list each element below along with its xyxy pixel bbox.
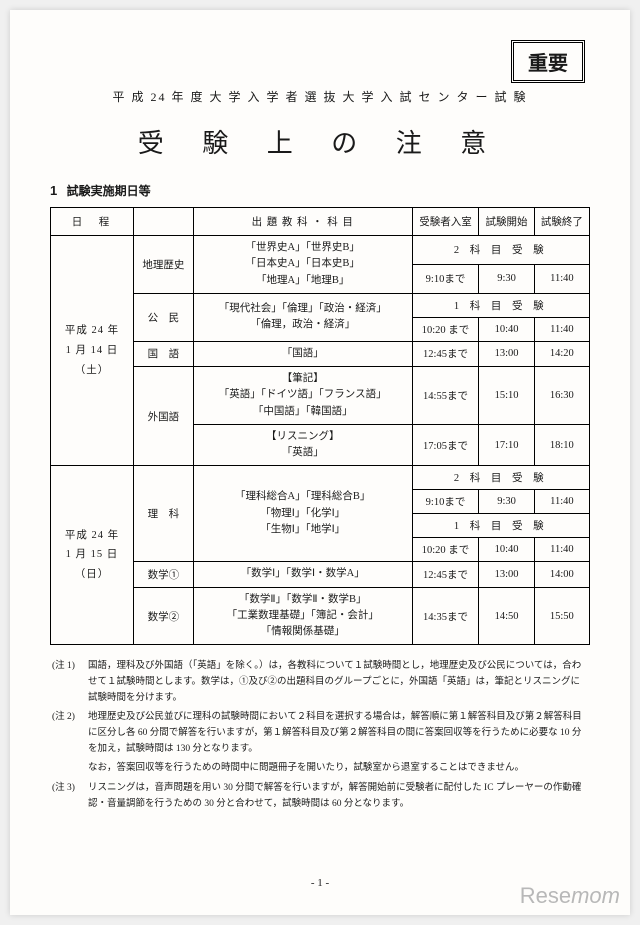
watermark-part-b: mom	[571, 883, 620, 908]
table-row: 平成 24 年1 月 15 日（日） 理 科 「理科総合A」「理科総合B」「物理…	[51, 466, 590, 490]
category-cell: 国 語	[133, 341, 193, 366]
col-start: 試験開始	[479, 208, 534, 236]
start-cell: 15:10	[479, 367, 534, 425]
table-header-row: 日 程 出 題 教 科 ・ 科 目 受験者入室 試験開始 試験終了	[51, 208, 590, 236]
note-label: (注 2)	[52, 710, 88, 757]
span-header: 2 科 目 受 験	[412, 236, 589, 265]
col-subject: 出 題 教 科 ・ 科 目	[193, 208, 412, 236]
enter-cell: 9:10まで	[412, 490, 479, 514]
category-cell: 地理歴史	[133, 236, 193, 294]
subject-cell: 「世界史A」「世界史B」「日本史A」「日本史B」「地理A」「地理B」	[193, 236, 412, 294]
date-cell-day2: 平成 24 年1 月 15 日（日）	[51, 466, 134, 645]
start-cell: 10:40	[479, 538, 534, 562]
category-cell: 理 科	[133, 466, 193, 562]
note-text: 国語，理科及び外国語（「英語」を除く。）は，各教科について１試験時間とし，地理歴…	[88, 659, 588, 706]
section-1-heading: 1 試験実施期日等	[50, 182, 590, 199]
col-enter: 受験者入室	[412, 208, 479, 236]
section-label: 試験実施期日等	[67, 184, 151, 198]
subject-cell: 「理科総合A」「理科総合B」「物理Ⅰ」「化学Ⅰ」「生物Ⅰ」「地学Ⅰ」	[193, 466, 412, 562]
note-item: (注 3) リスニングは，音声問題を用い 30 分間で解答を行いますが，解答開始…	[52, 781, 588, 812]
enter-cell: 14:35まで	[412, 587, 479, 645]
end-cell: 16:30	[534, 367, 589, 425]
subject-cell: 「国語」	[193, 341, 412, 366]
end-cell: 14:00	[534, 562, 589, 587]
col-end: 試験終了	[534, 208, 589, 236]
date-cell-day1: 平成 24 年1 月 14 日（土）	[51, 236, 134, 466]
subject-cell: 「数学Ⅰ」「数学Ⅰ・数学A」	[193, 562, 412, 587]
enter-cell: 10:20 まで	[412, 538, 479, 562]
end-cell: 11:40	[534, 317, 589, 341]
note-text: リスニングは，音声問題を用い 30 分間で解答を行いますが，解答開始前に受験者に…	[88, 781, 588, 812]
col-date: 日 程	[51, 208, 134, 236]
span-header: 1 科 目 受 験	[412, 514, 589, 538]
enter-cell: 17:05まで	[412, 424, 479, 466]
start-cell: 9:30	[479, 490, 534, 514]
end-cell: 14:20	[534, 341, 589, 366]
schedule-table: 日 程 出 題 教 科 ・ 科 目 受験者入室 試験開始 試験終了 平成 24 …	[50, 207, 590, 645]
section-number: 1	[50, 183, 57, 198]
important-stamp: 重要	[511, 40, 585, 83]
watermark-logo: Resemom	[520, 883, 620, 909]
note-continuation: なお，答案回収等を行うための時間中に問題冊子を開いたり，試験室から退室することは…	[88, 761, 588, 777]
span-header: 2 科 目 受 験	[412, 466, 589, 490]
note-item: (注 1) 国語，理科及び外国語（「英語」を除く。）は，各教科について１試験時間…	[52, 659, 588, 706]
institution-header: 平 成 24 年 度 大 学 入 学 者 選 抜 大 学 入 試 セ ン タ ー…	[50, 88, 590, 105]
start-cell: 13:00	[479, 341, 534, 366]
subject-cell: 「数学Ⅱ」「数学Ⅱ・数学B」「工業数理基礎」「簿記・会計」「情報関係基礎」	[193, 587, 412, 645]
note-text: 地理歴史及び公民並びに理科の試験時間において２科目を選択する場合は，解答順に第１…	[88, 710, 588, 757]
start-cell: 14:50	[479, 587, 534, 645]
category-cell: 外国語	[133, 367, 193, 466]
category-cell: 数学①	[133, 562, 193, 587]
watermark-part-a: Rese	[520, 883, 571, 908]
start-cell: 17:10	[479, 424, 534, 466]
enter-cell: 9:10まで	[412, 264, 479, 293]
table-row: 平成 24 年1 月 14 日（土） 地理歴史 「世界史A」「世界史B」「日本史…	[51, 236, 590, 265]
start-cell: 13:00	[479, 562, 534, 587]
end-cell: 11:40	[534, 264, 589, 293]
start-cell: 10:40	[479, 317, 534, 341]
category-cell: 公 民	[133, 293, 193, 341]
subject-cell: 【リスニング】「英語」	[193, 424, 412, 466]
enter-cell: 10:20 まで	[412, 317, 479, 341]
note-label: (注 3)	[52, 781, 88, 812]
end-cell: 11:40	[534, 490, 589, 514]
enter-cell: 12:45まで	[412, 341, 479, 366]
note-item: (注 2) 地理歴史及び公民並びに理科の試験時間において２科目を選択する場合は，…	[52, 710, 588, 757]
enter-cell: 14:55まで	[412, 367, 479, 425]
end-cell: 15:50	[534, 587, 589, 645]
document-page: 重要 平 成 24 年 度 大 学 入 学 者 選 抜 大 学 入 試 セ ン …	[10, 10, 630, 915]
end-cell: 18:10	[534, 424, 589, 466]
end-cell: 11:40	[534, 538, 589, 562]
subject-cell: 【筆記】「英語」「ドイツ語」「フランス語」「中国語」「韓国語」	[193, 367, 412, 425]
document-title: 受 験 上 の 注 意	[50, 123, 590, 160]
span-header: 1 科 目 受 験	[412, 293, 589, 317]
note-label: (注 1)	[52, 659, 88, 706]
enter-cell: 12:45まで	[412, 562, 479, 587]
category-cell: 数学②	[133, 587, 193, 645]
col-cat	[133, 208, 193, 236]
subject-cell: 「現代社会」「倫理」「政治・経済」「倫理，政治・経済」	[193, 293, 412, 341]
start-cell: 9:30	[479, 264, 534, 293]
notes-block: (注 1) 国語，理科及び外国語（「英語」を除く。）は，各教科について１試験時間…	[50, 659, 590, 812]
